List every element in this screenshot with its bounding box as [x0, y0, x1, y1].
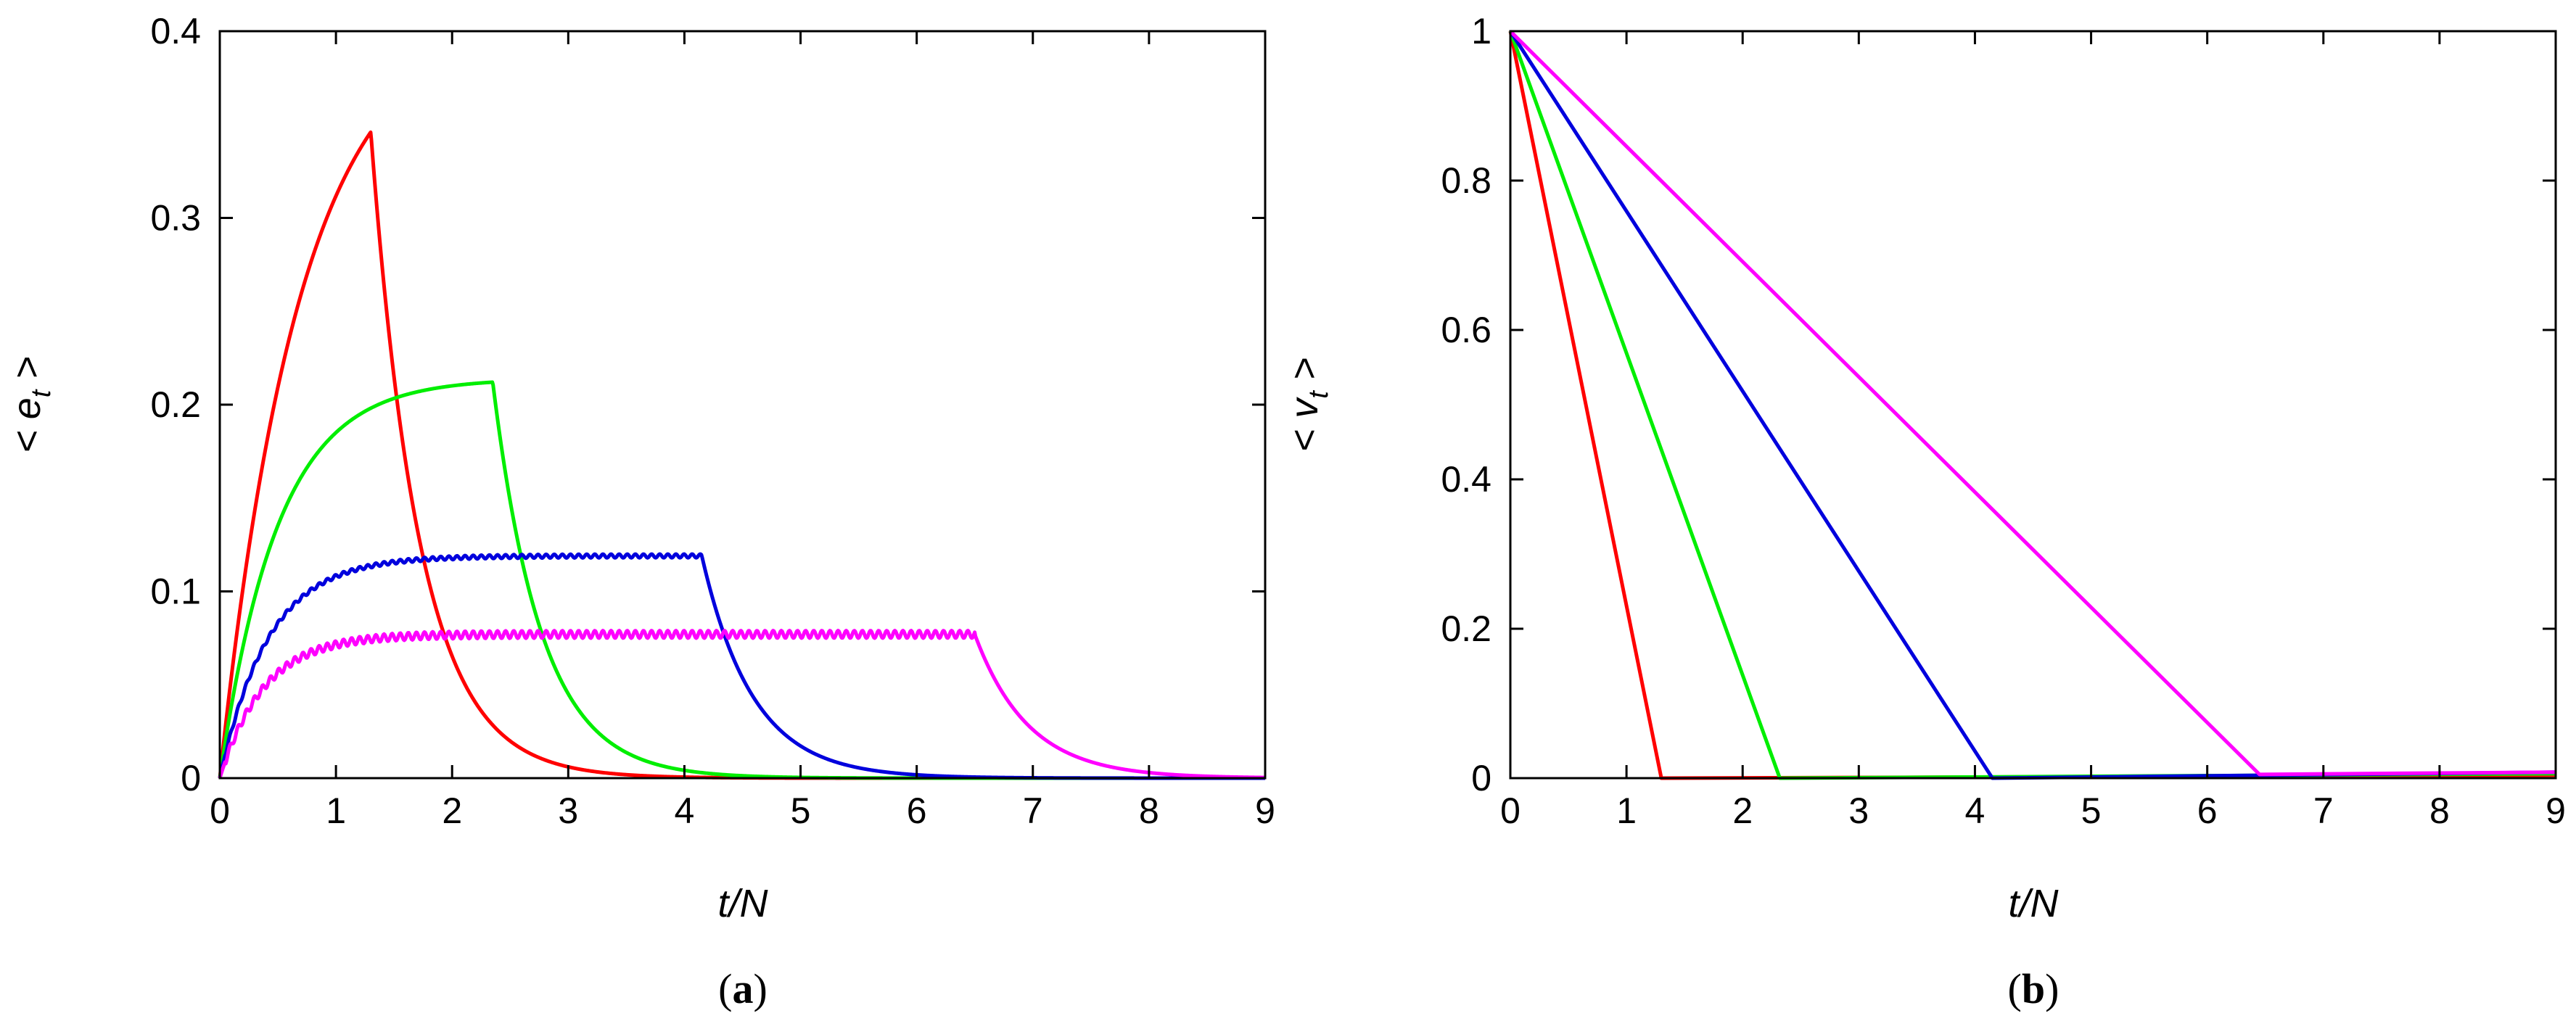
panel-b-x-tick-label: 8 — [2429, 790, 2450, 831]
panel-a-x-tick-label: 3 — [558, 790, 578, 831]
panel-b-x-tick-label: 4 — [1965, 790, 1986, 831]
panel-b-series-line-green — [1508, 30, 2556, 780]
panel-b-plot-frame — [1509, 30, 2557, 780]
panel-a-series-group — [218, 130, 1267, 780]
panel-b-x-tick-label: 2 — [1732, 790, 1753, 831]
panel-a-series-line-blue — [218, 552, 1267, 780]
panel-a-y-tick-label: 0 — [181, 758, 201, 798]
panel-a-y-tick-label: 0.4 — [150, 11, 201, 51]
panel-a-axis-ticks: 0 1 2 3 4 5 6 7 8 9 0 0.1 0.2 0.3 0.4 — [150, 11, 1275, 831]
panel-a-y-axis-label: < et > — [5, 356, 57, 453]
panel-b-y-tick-label: 1 — [1471, 11, 1491, 51]
panel-a-caption: (a) — [718, 965, 768, 1012]
panel-b-axis-ticks: 0 1 2 3 4 5 6 7 8 9 0 0.2 0.4 0.6 0.8 1 — [1441, 11, 2565, 831]
panel-a-x-tick-label: 4 — [675, 790, 695, 831]
panel-b-x-tick-label: 1 — [1616, 790, 1637, 831]
panel-b-y-tick-label: 0.2 — [1441, 608, 1491, 649]
panel-a-x-tick-label: 5 — [791, 790, 811, 831]
panel-b-y-axis-label: < vt > — [1283, 358, 1334, 453]
panel-a-series-line-green — [218, 380, 1267, 780]
panel-b-x-axis-label: t/N — [2008, 882, 2059, 925]
panel-b-y-tick-label: 0 — [1471, 758, 1491, 798]
panel-a-y-tick-label: 0.2 — [150, 384, 201, 425]
panel-b-series-line-red — [1508, 30, 2556, 780]
panel-a-x-tick-label: 8 — [1139, 790, 1159, 831]
panel-a-energy-chart: 0 1 2 3 4 5 6 7 8 9 0 0.1 0.2 0.3 0.4 < et > t/N (a) — [5, 11, 1275, 1012]
panel-b-series-group — [1508, 30, 2556, 780]
panel-a-y-tick-label: 0.1 — [150, 571, 201, 612]
panel-a-x-axis-label: t/N — [717, 882, 768, 925]
panel-b-y-tick-label: 0.4 — [1441, 459, 1491, 500]
panel-b-y-tick-label: 0.6 — [1441, 310, 1491, 350]
panel-a-x-tick-label: 1 — [326, 790, 346, 831]
panel-a-series-line-magenta — [218, 629, 1267, 780]
panel-a-x-tick-label: 2 — [442, 790, 462, 831]
panel-b-y-tick-label: 0.8 — [1441, 160, 1491, 201]
panel-b-series-line-magenta — [1509, 30, 2556, 777]
panel-b-x-tick-label: 9 — [2546, 790, 2566, 831]
panel-a-y-tick-label: 0.3 — [150, 198, 201, 239]
panel-a-x-tick-label: 0 — [210, 790, 230, 831]
panel-b-x-tick-label: 6 — [2197, 790, 2218, 831]
panel-b-x-tick-label: 5 — [2081, 790, 2102, 831]
panel-a-x-tick-label: 7 — [1023, 790, 1043, 831]
panel-b-x-tick-label: 0 — [1500, 790, 1521, 831]
panel-b-series-line-blue — [1508, 30, 2556, 780]
panel-b-caption: (b) — [2008, 965, 2059, 1012]
panel-b-x-tick-label: 7 — [2313, 790, 2334, 831]
panel-a-x-tick-label: 6 — [907, 790, 927, 831]
panel-b-velocity-chart: 0 1 2 3 4 5 6 7 8 9 0 0.2 0.4 0.6 0.8 1 < vt > t/N (b) — [1283, 11, 2566, 1012]
panel-a-x-tick-label: 9 — [1255, 790, 1275, 831]
panel-b-x-tick-label: 3 — [1848, 790, 1869, 831]
